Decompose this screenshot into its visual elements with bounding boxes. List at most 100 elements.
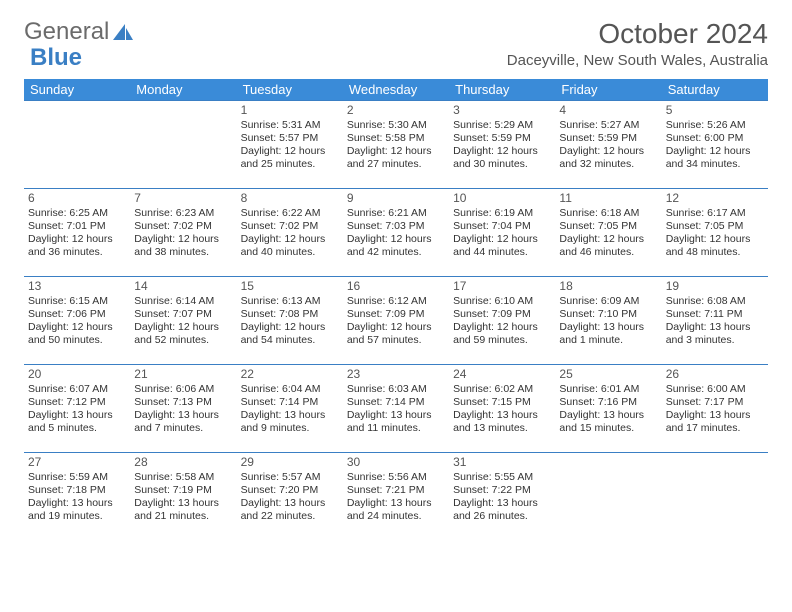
day-info: Sunrise: 6:02 AMSunset: 7:15 PMDaylight:… [453,383,551,436]
day-number: 18 [559,279,657,294]
calendar-cell: 28Sunrise: 5:58 AMSunset: 7:19 PMDayligh… [130,453,236,541]
day-number: 28 [134,455,232,470]
calendar-cell: 16Sunrise: 6:12 AMSunset: 7:09 PMDayligh… [343,277,449,365]
calendar-cell: 14Sunrise: 6:14 AMSunset: 7:07 PMDayligh… [130,277,236,365]
logo-text-general: General [24,18,109,46]
calendar-cell: 25Sunrise: 6:01 AMSunset: 7:16 PMDayligh… [555,365,661,453]
day-number: 22 [241,367,339,382]
calendar-cell: 15Sunrise: 6:13 AMSunset: 7:08 PMDayligh… [237,277,343,365]
day-info: Sunrise: 6:13 AMSunset: 7:08 PMDaylight:… [241,295,339,348]
calendar-cell: 2Sunrise: 5:30 AMSunset: 5:58 PMDaylight… [343,101,449,189]
calendar-cell [662,453,768,541]
calendar-week-row: 1Sunrise: 5:31 AMSunset: 5:57 PMDaylight… [24,101,768,189]
day-info: Sunrise: 6:08 AMSunset: 7:11 PMDaylight:… [666,295,764,348]
weekday-header: Sunday [24,79,130,101]
day-info: Sunrise: 6:25 AMSunset: 7:01 PMDaylight:… [28,207,126,260]
calendar-cell [130,101,236,189]
day-info: Sunrise: 5:59 AMSunset: 7:18 PMDaylight:… [28,471,126,524]
day-info: Sunrise: 6:12 AMSunset: 7:09 PMDaylight:… [347,295,445,348]
day-info: Sunrise: 5:57 AMSunset: 7:20 PMDaylight:… [241,471,339,524]
calendar-cell [24,101,130,189]
day-info: Sunrise: 6:15 AMSunset: 7:06 PMDaylight:… [28,295,126,348]
day-number: 31 [453,455,551,470]
month-title: October 2024 [507,18,768,50]
calendar-cell: 3Sunrise: 5:29 AMSunset: 5:59 PMDaylight… [449,101,555,189]
day-info: Sunrise: 5:27 AMSunset: 5:59 PMDaylight:… [559,119,657,172]
calendar-cell: 19Sunrise: 6:08 AMSunset: 7:11 PMDayligh… [662,277,768,365]
calendar-week-row: 13Sunrise: 6:15 AMSunset: 7:06 PMDayligh… [24,277,768,365]
day-number: 8 [241,191,339,206]
logo: General [24,18,135,46]
day-number: 13 [28,279,126,294]
day-number: 9 [347,191,445,206]
day-info: Sunrise: 6:18 AMSunset: 7:05 PMDaylight:… [559,207,657,260]
calendar-cell: 29Sunrise: 5:57 AMSunset: 7:20 PMDayligh… [237,453,343,541]
day-info: Sunrise: 6:23 AMSunset: 7:02 PMDaylight:… [134,207,232,260]
calendar-cell: 21Sunrise: 6:06 AMSunset: 7:13 PMDayligh… [130,365,236,453]
calendar-body: 1Sunrise: 5:31 AMSunset: 5:57 PMDaylight… [24,101,768,541]
calendar-cell: 26Sunrise: 6:00 AMSunset: 7:17 PMDayligh… [662,365,768,453]
calendar-week-row: 6Sunrise: 6:25 AMSunset: 7:01 PMDaylight… [24,189,768,277]
weekday-header: Thursday [449,79,555,101]
logo-text-blue: Blue [30,44,82,72]
day-info: Sunrise: 6:03 AMSunset: 7:14 PMDaylight:… [347,383,445,436]
calendar-cell: 13Sunrise: 6:15 AMSunset: 7:06 PMDayligh… [24,277,130,365]
day-info: Sunrise: 6:22 AMSunset: 7:02 PMDaylight:… [241,207,339,260]
calendar-cell: 27Sunrise: 5:59 AMSunset: 7:18 PMDayligh… [24,453,130,541]
calendar-cell: 22Sunrise: 6:04 AMSunset: 7:14 PMDayligh… [237,365,343,453]
calendar-cell: 24Sunrise: 6:02 AMSunset: 7:15 PMDayligh… [449,365,555,453]
day-number: 16 [347,279,445,294]
calendar-cell: 1Sunrise: 5:31 AMSunset: 5:57 PMDaylight… [237,101,343,189]
weekday-header-row: SundayMondayTuesdayWednesdayThursdayFrid… [24,79,768,101]
day-number: 6 [28,191,126,206]
day-info: Sunrise: 6:17 AMSunset: 7:05 PMDaylight:… [666,207,764,260]
day-number: 21 [134,367,232,382]
day-info: Sunrise: 6:04 AMSunset: 7:14 PMDaylight:… [241,383,339,436]
calendar-cell [555,453,661,541]
day-info: Sunrise: 6:07 AMSunset: 7:12 PMDaylight:… [28,383,126,436]
calendar-week-row: 20Sunrise: 6:07 AMSunset: 7:12 PMDayligh… [24,365,768,453]
weekday-header: Wednesday [343,79,449,101]
day-number: 15 [241,279,339,294]
day-info: Sunrise: 6:10 AMSunset: 7:09 PMDaylight:… [453,295,551,348]
day-number: 27 [28,455,126,470]
day-number: 14 [134,279,232,294]
day-number: 4 [559,103,657,118]
day-number: 10 [453,191,551,206]
calendar-cell: 5Sunrise: 5:26 AMSunset: 6:00 PMDaylight… [662,101,768,189]
day-info: Sunrise: 6:00 AMSunset: 7:17 PMDaylight:… [666,383,764,436]
title-block: October 2024 Daceyville, New South Wales… [507,18,768,69]
day-number: 3 [453,103,551,118]
day-info: Sunrise: 5:56 AMSunset: 7:21 PMDaylight:… [347,471,445,524]
location: Daceyville, New South Wales, Australia [507,52,768,69]
calendar-cell: 9Sunrise: 6:21 AMSunset: 7:03 PMDaylight… [343,189,449,277]
day-number: 1 [241,103,339,118]
day-info: Sunrise: 6:19 AMSunset: 7:04 PMDaylight:… [453,207,551,260]
calendar-cell: 23Sunrise: 6:03 AMSunset: 7:14 PMDayligh… [343,365,449,453]
day-info: Sunrise: 5:55 AMSunset: 7:22 PMDaylight:… [453,471,551,524]
calendar-cell: 11Sunrise: 6:18 AMSunset: 7:05 PMDayligh… [555,189,661,277]
day-info: Sunrise: 6:01 AMSunset: 7:16 PMDaylight:… [559,383,657,436]
day-info: Sunrise: 5:30 AMSunset: 5:58 PMDaylight:… [347,119,445,172]
weekday-header: Friday [555,79,661,101]
calendar-cell: 31Sunrise: 5:55 AMSunset: 7:22 PMDayligh… [449,453,555,541]
calendar-cell: 10Sunrise: 6:19 AMSunset: 7:04 PMDayligh… [449,189,555,277]
day-number: 11 [559,191,657,206]
weekday-header: Tuesday [237,79,343,101]
day-info: Sunrise: 5:26 AMSunset: 6:00 PMDaylight:… [666,119,764,172]
calendar-cell: 12Sunrise: 6:17 AMSunset: 7:05 PMDayligh… [662,189,768,277]
calendar-cell: 18Sunrise: 6:09 AMSunset: 7:10 PMDayligh… [555,277,661,365]
day-number: 29 [241,455,339,470]
weekday-header: Saturday [662,79,768,101]
calendar-cell: 20Sunrise: 6:07 AMSunset: 7:12 PMDayligh… [24,365,130,453]
day-info: Sunrise: 6:06 AMSunset: 7:13 PMDaylight:… [134,383,232,436]
day-info: Sunrise: 5:58 AMSunset: 7:19 PMDaylight:… [134,471,232,524]
calendar-cell: 4Sunrise: 5:27 AMSunset: 5:59 PMDaylight… [555,101,661,189]
header: General October 2024 Daceyville, New Sou… [24,18,768,69]
day-number: 17 [453,279,551,294]
day-number: 26 [666,367,764,382]
day-number: 20 [28,367,126,382]
day-number: 7 [134,191,232,206]
calendar-cell: 6Sunrise: 6:25 AMSunset: 7:01 PMDaylight… [24,189,130,277]
weekday-header: Monday [130,79,236,101]
